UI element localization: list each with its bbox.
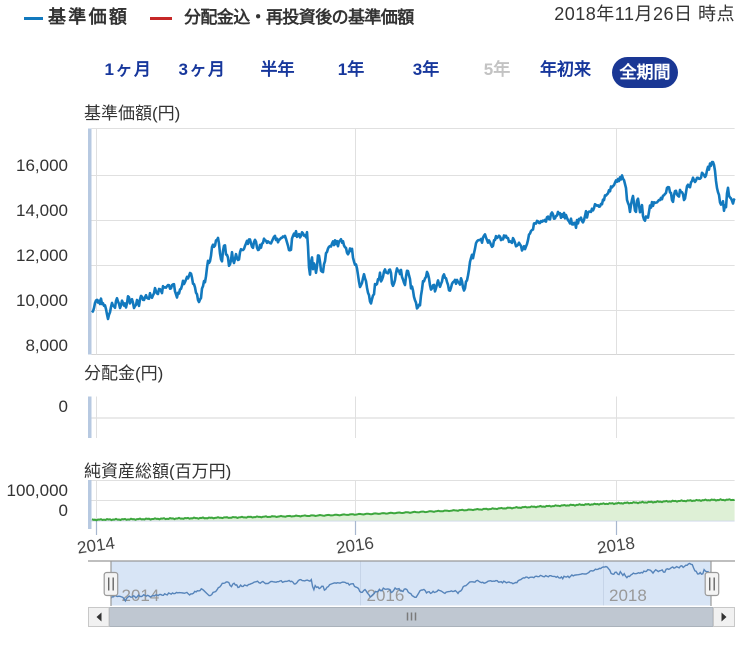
svg-text:2018: 2018 <box>609 586 647 605</box>
svg-text:2016: 2016 <box>367 586 405 605</box>
svg-text:2014: 2014 <box>122 586 160 605</box>
